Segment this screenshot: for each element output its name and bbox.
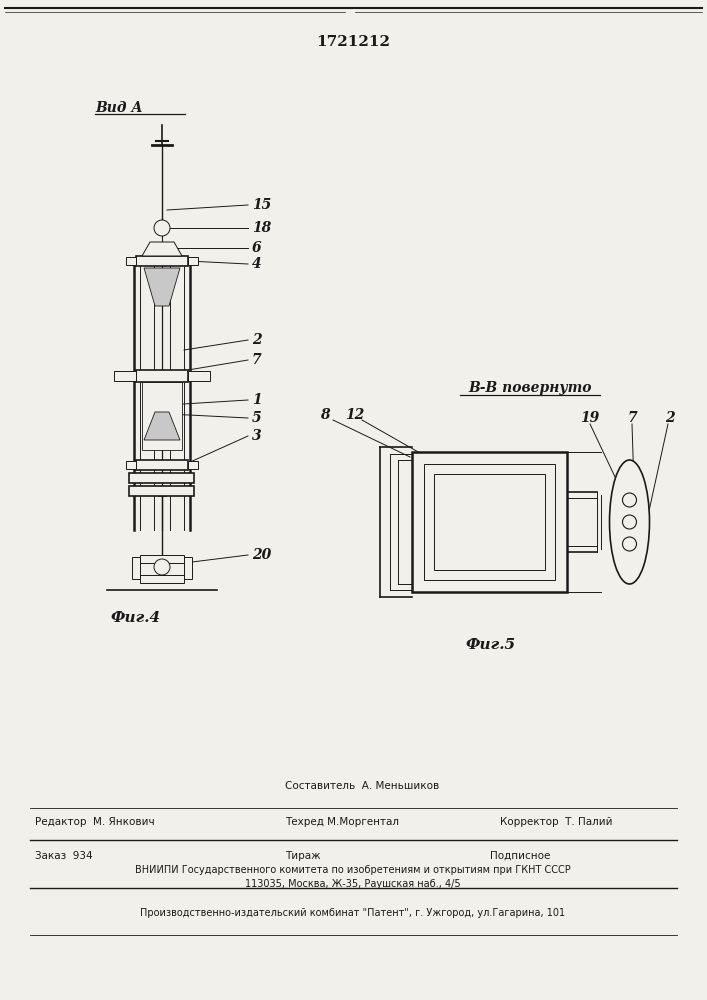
Bar (126, 257, 136, 265)
Bar (136, 460, 188, 470)
Text: Вид А: Вид А (95, 101, 143, 115)
Text: ВНИИПИ Государственного комитета по изобретениям и открытиям при ГКНТ СССР: ВНИИПИ Государственного комитета по изоб… (135, 865, 571, 875)
Polygon shape (144, 268, 180, 306)
Bar (140, 555, 184, 563)
Text: Тираж: Тираж (285, 851, 321, 861)
Polygon shape (144, 412, 180, 440)
Bar (129, 473, 194, 483)
Text: Заказ  934: Заказ 934 (35, 851, 93, 861)
Text: 18: 18 (252, 221, 271, 235)
Text: 1: 1 (252, 393, 262, 407)
Text: 2: 2 (665, 411, 674, 425)
Bar (114, 371, 136, 381)
Text: В-В повернуто: В-В повернуто (468, 381, 592, 395)
Text: Составитель  А. Меньшиков: Составитель А. Меньшиков (285, 781, 439, 791)
Text: 3: 3 (252, 429, 262, 443)
Text: 4: 4 (252, 257, 262, 271)
Text: 12: 12 (346, 408, 365, 422)
Bar (140, 575, 184, 583)
Bar (188, 461, 198, 469)
Text: Редактор  М. Янкович: Редактор М. Янкович (35, 817, 155, 827)
Text: Фиг.5: Фиг.5 (465, 638, 515, 652)
Bar (188, 371, 210, 381)
Bar (412, 452, 568, 592)
Text: Фиг.4: Фиг.4 (110, 611, 160, 625)
Bar (126, 461, 136, 469)
Bar (142, 382, 182, 450)
Bar (188, 257, 198, 265)
Bar (424, 464, 556, 580)
Text: 19: 19 (580, 411, 600, 425)
Bar (129, 486, 194, 496)
Text: 7: 7 (627, 411, 637, 425)
Circle shape (622, 493, 636, 507)
Text: 2: 2 (252, 333, 262, 347)
Text: 8: 8 (320, 408, 329, 422)
Circle shape (622, 537, 636, 551)
Text: 15: 15 (252, 198, 271, 212)
Polygon shape (142, 242, 182, 256)
Circle shape (154, 220, 170, 236)
Text: 5: 5 (252, 411, 262, 425)
Text: 113035, Москва, Ж-35, Раушская наб., 4/5: 113035, Москва, Ж-35, Раушская наб., 4/5 (245, 879, 461, 889)
Bar (132, 557, 140, 579)
Text: 1721212: 1721212 (316, 35, 390, 49)
Text: Производственно-издательский комбинат "Патент", г. Ужгород, ул.Гагарина, 101: Производственно-издательский комбинат "П… (141, 908, 566, 918)
Bar (184, 557, 192, 579)
Ellipse shape (609, 460, 650, 584)
Text: Техред М.Моргентал: Техред М.Моргентал (285, 817, 399, 827)
Text: 7: 7 (252, 353, 262, 367)
Text: 6: 6 (252, 241, 262, 255)
Text: Корректор  Т. Палий: Корректор Т. Палий (500, 817, 612, 827)
Circle shape (622, 515, 636, 529)
Bar (136, 370, 188, 382)
Bar (136, 256, 188, 266)
Text: Подписное: Подписное (490, 851, 550, 861)
Circle shape (154, 559, 170, 575)
Text: 20: 20 (252, 548, 271, 562)
Bar (435, 474, 546, 570)
